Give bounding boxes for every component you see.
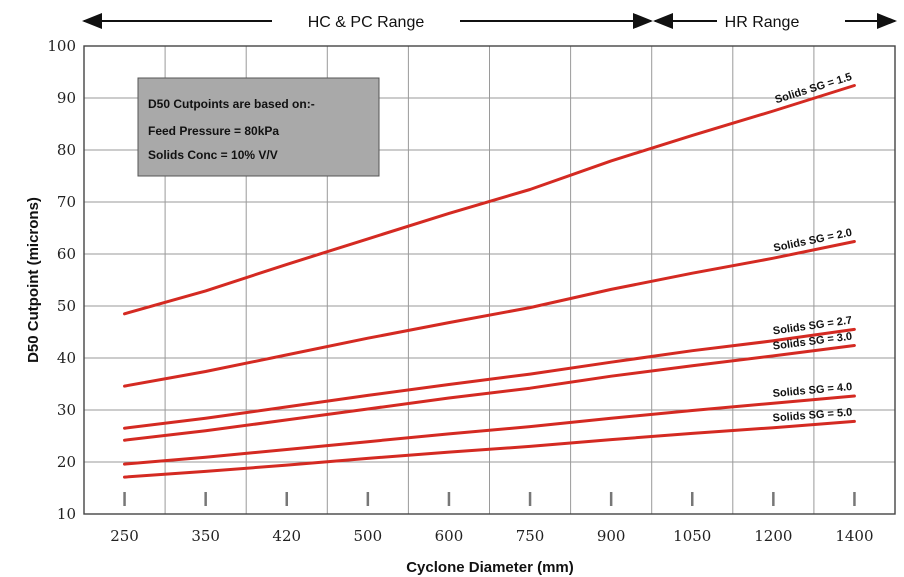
x-tick-label: 420 — [272, 527, 301, 545]
x-tick-labels: 250 350 420 500 600 750 900 1050 1200 1400 — [110, 527, 873, 545]
x-tick-label: 250 — [110, 527, 139, 545]
x-tick-label: 600 — [435, 527, 464, 545]
x-tick-label: 1400 — [835, 527, 873, 545]
plot-frame — [83, 45, 896, 515]
y-tick-label: 10 — [57, 505, 76, 523]
y-tick-label: 90 — [57, 89, 76, 107]
series-line — [123, 327, 856, 430]
annotation-line-1: D50 Cutpoints are based on:- — [148, 97, 315, 111]
range-indicators: HC & PC Range HR Range — [82, 13, 897, 31]
x-tick-markers — [123, 492, 856, 506]
annotation-line-2: Feed Pressure = 80kPa — [148, 124, 279, 138]
x-tick-label: 1050 — [673, 527, 711, 545]
x-tick-label: 1200 — [754, 527, 792, 545]
series-line — [123, 240, 856, 388]
series-line — [123, 394, 856, 466]
series-lines — [123, 84, 856, 479]
annotation-line-3: Solids Conc = 10% V/V — [148, 148, 278, 162]
y-tick-label: 60 — [57, 245, 76, 263]
annotation-box: D50 Cutpoints are based on:- Feed Pressu… — [137, 77, 380, 177]
x-axis-title: Cyclone Diameter (mm) — [406, 559, 574, 576]
y-tick-label: 40 — [57, 349, 76, 367]
y-tick-label: 80 — [57, 141, 76, 159]
hr-range-label: HR Range — [725, 14, 800, 31]
x-tick-label: 350 — [191, 527, 220, 545]
y-tick-label: 100 — [47, 37, 76, 55]
y-tick-label: 30 — [57, 401, 76, 419]
series-line — [123, 84, 856, 316]
y-tick-labels: 10 20 30 40 50 60 70 80 90 100 — [47, 37, 76, 523]
y-tick-label: 70 — [57, 193, 76, 211]
x-tick-label: 750 — [516, 527, 545, 545]
series-line — [123, 419, 856, 479]
x-tick-label: 900 — [597, 527, 626, 545]
y-tick-label: 20 — [57, 453, 76, 471]
series-line — [123, 344, 856, 442]
y-axis-title: D50 Cutpoint (microns) — [25, 197, 42, 363]
y-tick-label: 50 — [57, 297, 76, 315]
hc-pc-range-label: HC & PC Range — [308, 14, 425, 31]
x-tick-label: 500 — [354, 527, 383, 545]
